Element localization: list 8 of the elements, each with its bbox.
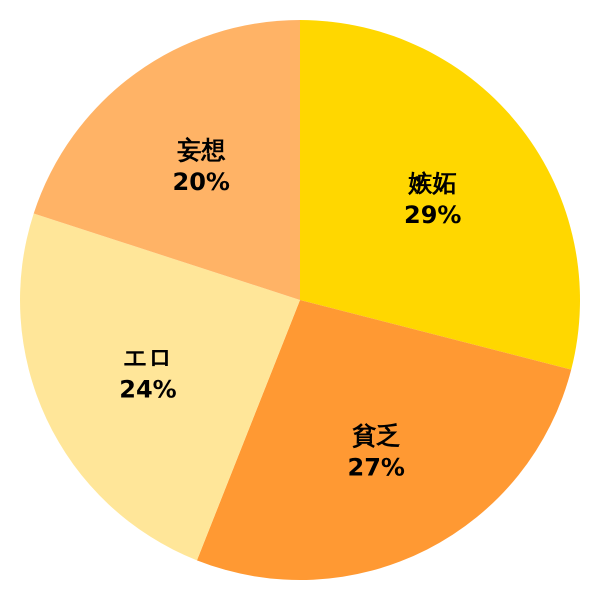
- data-label: 20%: [172, 168, 230, 196]
- data-label: 29%: [404, 201, 462, 230]
- data-label: 24%: [119, 376, 177, 404]
- slice-label: 妄想: [176, 136, 226, 164]
- slice-label: 嫉妬: [408, 169, 457, 198]
- slice-label: エロ: [122, 344, 173, 372]
- data-label: 27%: [348, 454, 405, 482]
- slice-label: 貧乏: [351, 422, 400, 450]
